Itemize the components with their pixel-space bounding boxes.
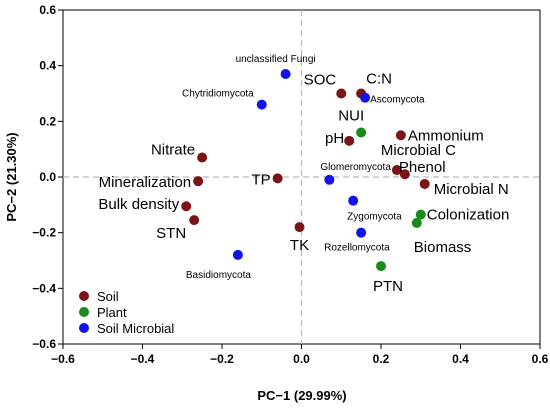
label-tk: TK: [290, 237, 309, 254]
data-points: [181, 69, 430, 272]
label-bulk-density: Bulk density: [98, 196, 179, 213]
label-stn: STN: [156, 225, 186, 242]
y-tick-label: −0.4: [32, 281, 56, 295]
point-microbial-c: [391, 165, 402, 176]
legend-marker-soil-microbial: [79, 323, 89, 333]
legend-label-soil-microbial: Soil Microbial: [97, 321, 174, 336]
label-ph: pH: [325, 130, 344, 147]
label-ptn: PTN: [373, 278, 403, 295]
point-chytridiomycota: [256, 99, 267, 110]
point-glomeromycota: [324, 174, 335, 185]
legend-label-soil: Soil: [97, 289, 119, 304]
y-axis-title: PC−2 (21.30%): [4, 132, 19, 221]
label-c-n: C:N: [366, 71, 392, 88]
label-tp: TP: [251, 171, 270, 188]
x-tick-label: 0.0: [293, 352, 310, 366]
point-nui: [356, 127, 367, 138]
label-soc: SOC: [304, 72, 337, 89]
point-ptn: [376, 261, 386, 272]
label-chytridiomycota: Chytridiomycota: [182, 89, 254, 100]
y-tick-label: 0.6: [39, 3, 56, 17]
y-tick-label: 0.2: [39, 114, 56, 128]
label-biomass: Biomass: [414, 239, 472, 256]
y-tick-label: 0.4: [39, 59, 56, 73]
label-microbial-n: Microbial N: [434, 181, 509, 198]
x-tick-label: 0.2: [373, 352, 390, 366]
label-nitrate: Nitrate: [151, 142, 195, 159]
point-phenol: [399, 169, 410, 180]
legend-marker-soil: [79, 291, 89, 301]
point-nitrate: [197, 152, 208, 163]
label-unclassified-fungi: unclassified Fungi: [236, 54, 316, 65]
point-biomass: [411, 217, 422, 228]
point-bulk-density: [181, 201, 192, 212]
point-zygomycota: [348, 195, 359, 206]
axis-ticks: −0.6 −0.4 −0.2 0.0 0.2 0.4 0.6 0.6 0.4 0.2 0.0 −0.2…: [32, 3, 548, 366]
point-ammonium: [395, 130, 406, 141]
label-microbial-c: Microbial C: [381, 142, 456, 159]
point-basidiomycota: [232, 249, 243, 260]
label-rozellomycota: Rozellomycota: [324, 243, 390, 254]
label-nui: NUI: [338, 107, 364, 124]
point-tp: [272, 173, 283, 184]
point-rozellomycota: [356, 227, 367, 238]
label-colonization: Colonization: [427, 207, 510, 224]
label-phenol: Phenol: [399, 159, 446, 176]
x-tick-label: 0.6: [532, 352, 549, 366]
y-tick-label: 0.0: [39, 170, 56, 184]
x-tick-label: −0.4: [131, 352, 155, 366]
point-microbial-n: [419, 178, 430, 189]
reference-lines: [63, 10, 540, 344]
point-unclassified-fungi: [280, 69, 291, 80]
point-colonization: [415, 209, 426, 220]
x-tick-label: −0.6: [51, 352, 75, 366]
y-tick-label: −0.2: [32, 226, 56, 240]
point-mineralization: [193, 176, 204, 187]
label-ascomycota: Ascomycota: [370, 95, 425, 106]
label-basidiomycota: Basidiomycota: [186, 270, 251, 281]
point-stn: [189, 215, 200, 226]
point-tk: [294, 222, 305, 233]
legend-label-plant: Plant: [97, 305, 127, 320]
x-axis-title: PC−1 (29.99%): [257, 388, 346, 403]
point-ph: [344, 135, 355, 146]
x-tick-label: −0.2: [210, 352, 234, 366]
label-zygomycota: Zygomycota: [347, 212, 402, 223]
label-ammonium: Ammonium: [408, 127, 484, 144]
point-ascomycota: [360, 92, 371, 103]
point-soc: [336, 88, 347, 99]
label-mineralization: Mineralization: [99, 174, 192, 191]
x-tick-label: 0.4: [452, 352, 469, 366]
legend-marker-plant: [79, 307, 89, 317]
y-tick-label: −0.6: [32, 337, 56, 351]
label-glomeromycota: Glomeromycota: [320, 162, 391, 173]
